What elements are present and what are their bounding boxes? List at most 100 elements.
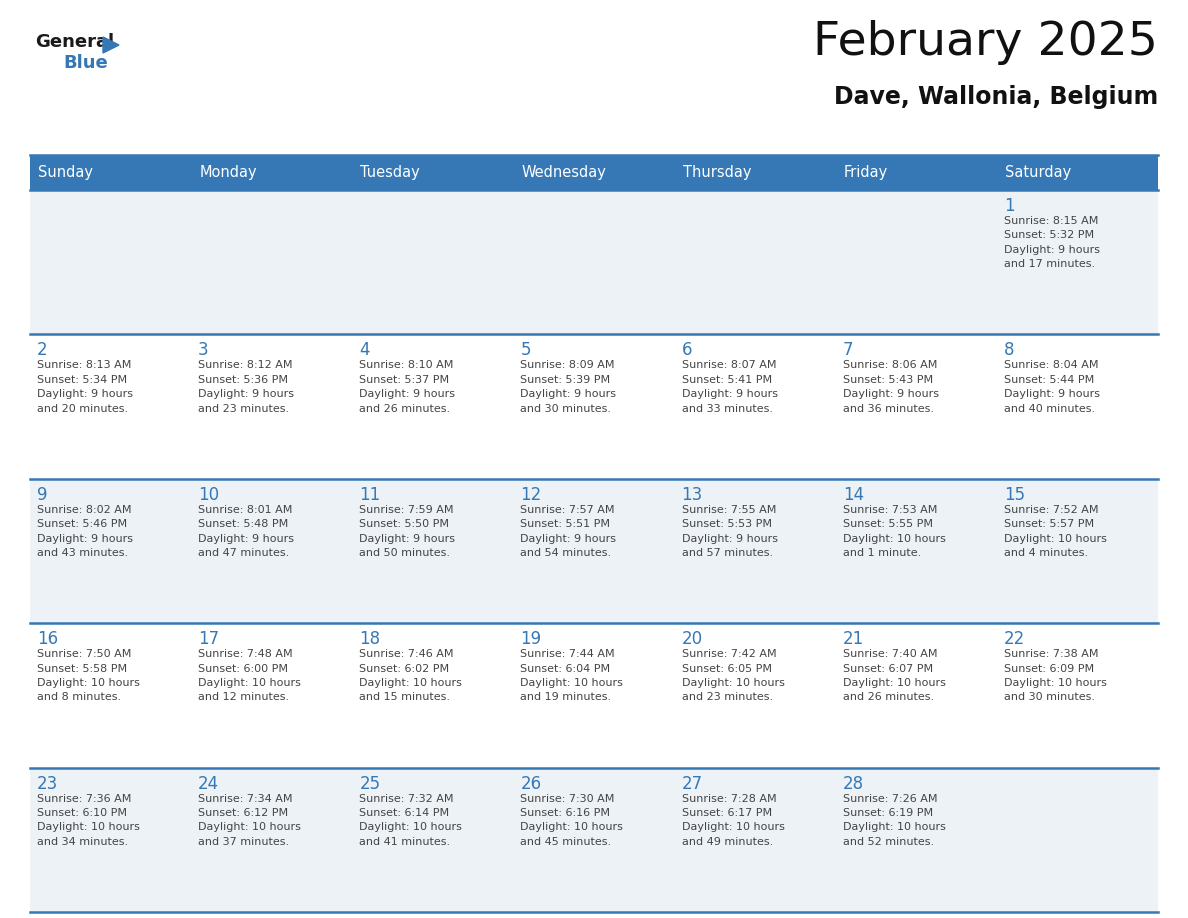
Text: Sunrise: 7:57 AM
Sunset: 5:51 PM
Daylight: 9 hours
and 54 minutes.: Sunrise: 7:57 AM Sunset: 5:51 PM Dayligh… [520,505,617,558]
Text: Sunrise: 8:10 AM
Sunset: 5:37 PM
Daylight: 9 hours
and 26 minutes.: Sunrise: 8:10 AM Sunset: 5:37 PM Dayligh… [359,361,455,414]
Bar [997,767,1158,912]
Text: Sunrise: 7:28 AM
Sunset: 6:17 PM
Daylight: 10 hours
and 49 minutes.: Sunrise: 7:28 AM Sunset: 6:17 PM Dayligh… [682,793,784,846]
Text: Sunrise: 7:40 AM
Sunset: 6:07 PM
Daylight: 10 hours
and 26 minutes.: Sunrise: 7:40 AM Sunset: 6:07 PM Dayligh… [842,649,946,702]
Text: 27: 27 [682,775,702,792]
Text: Blue: Blue [63,54,108,72]
Text: 5: 5 [520,341,531,360]
Text: Sunrise: 8:02 AM
Sunset: 5:46 PM
Daylight: 9 hours
and 43 minutes.: Sunrise: 8:02 AM Sunset: 5:46 PM Dayligh… [37,505,133,558]
Bar [353,479,513,623]
Text: Thursday: Thursday [683,165,751,180]
Text: 28: 28 [842,775,864,792]
Text: 9: 9 [37,486,48,504]
Bar [191,155,353,190]
Text: 10: 10 [198,486,220,504]
Text: Sunrise: 7:59 AM
Sunset: 5:50 PM
Daylight: 9 hours
and 50 minutes.: Sunrise: 7:59 AM Sunset: 5:50 PM Dayligh… [359,505,455,558]
Text: 17: 17 [198,630,220,648]
Bar [30,479,191,623]
Text: Dave, Wallonia, Belgium: Dave, Wallonia, Belgium [834,85,1158,109]
Text: 12: 12 [520,486,542,504]
Bar [30,155,191,190]
Text: Sunrise: 7:32 AM
Sunset: 6:14 PM
Daylight: 10 hours
and 41 minutes.: Sunrise: 7:32 AM Sunset: 6:14 PM Dayligh… [359,793,462,846]
Text: Sunrise: 7:34 AM
Sunset: 6:12 PM
Daylight: 10 hours
and 37 minutes.: Sunrise: 7:34 AM Sunset: 6:12 PM Dayligh… [198,793,301,846]
Text: 3: 3 [198,341,209,360]
Text: Sunrise: 8:06 AM
Sunset: 5:43 PM
Daylight: 9 hours
and 36 minutes.: Sunrise: 8:06 AM Sunset: 5:43 PM Dayligh… [842,361,939,414]
Text: Sunrise: 7:30 AM
Sunset: 6:16 PM
Daylight: 10 hours
and 45 minutes.: Sunrise: 7:30 AM Sunset: 6:16 PM Dayligh… [520,793,624,846]
Text: Friday: Friday [843,165,887,180]
Bar [513,623,675,767]
Text: 11: 11 [359,486,380,504]
Bar [997,190,1158,334]
Bar [30,190,191,334]
Text: 2: 2 [37,341,48,360]
Text: February 2025: February 2025 [813,20,1158,65]
Bar [513,155,675,190]
Text: 20: 20 [682,630,702,648]
Bar [997,334,1158,479]
Text: 7: 7 [842,341,853,360]
Bar [513,334,675,479]
Bar [191,767,353,912]
Text: Sunrise: 7:53 AM
Sunset: 5:55 PM
Daylight: 10 hours
and 1 minute.: Sunrise: 7:53 AM Sunset: 5:55 PM Dayligh… [842,505,946,558]
Text: 24: 24 [198,775,220,792]
Bar [835,767,997,912]
Bar [191,334,353,479]
Text: 8: 8 [1004,341,1015,360]
Bar [30,334,191,479]
Text: Sunrise: 8:13 AM
Sunset: 5:34 PM
Daylight: 9 hours
and 20 minutes.: Sunrise: 8:13 AM Sunset: 5:34 PM Dayligh… [37,361,133,414]
Bar [513,479,675,623]
Text: Sunrise: 7:46 AM
Sunset: 6:02 PM
Daylight: 10 hours
and 15 minutes.: Sunrise: 7:46 AM Sunset: 6:02 PM Dayligh… [359,649,462,702]
Text: 15: 15 [1004,486,1025,504]
Text: Sunrise: 7:50 AM
Sunset: 5:58 PM
Daylight: 10 hours
and 8 minutes.: Sunrise: 7:50 AM Sunset: 5:58 PM Dayligh… [37,649,140,702]
Text: 4: 4 [359,341,369,360]
Bar [675,155,835,190]
Bar [513,767,675,912]
Text: 19: 19 [520,630,542,648]
Text: 1: 1 [1004,197,1015,215]
Text: Sunrise: 8:04 AM
Sunset: 5:44 PM
Daylight: 9 hours
and 40 minutes.: Sunrise: 8:04 AM Sunset: 5:44 PM Dayligh… [1004,361,1100,414]
Bar [835,623,997,767]
Text: Sunrise: 7:38 AM
Sunset: 6:09 PM
Daylight: 10 hours
and 30 minutes.: Sunrise: 7:38 AM Sunset: 6:09 PM Dayligh… [1004,649,1107,702]
Text: 26: 26 [520,775,542,792]
Bar [835,155,997,190]
Bar [353,190,513,334]
Bar [675,623,835,767]
Bar [835,190,997,334]
Bar [997,155,1158,190]
Bar [675,479,835,623]
Bar [997,623,1158,767]
Text: Sunrise: 8:09 AM
Sunset: 5:39 PM
Daylight: 9 hours
and 30 minutes.: Sunrise: 8:09 AM Sunset: 5:39 PM Dayligh… [520,361,617,414]
Text: 23: 23 [37,775,58,792]
Bar [353,767,513,912]
Bar [353,334,513,479]
Text: 21: 21 [842,630,864,648]
Text: 14: 14 [842,486,864,504]
Bar [191,190,353,334]
Text: Sunrise: 8:01 AM
Sunset: 5:48 PM
Daylight: 9 hours
and 47 minutes.: Sunrise: 8:01 AM Sunset: 5:48 PM Dayligh… [198,505,295,558]
Bar [353,155,513,190]
Bar [675,767,835,912]
Bar [835,334,997,479]
Bar [191,479,353,623]
Bar [997,479,1158,623]
Text: 18: 18 [359,630,380,648]
Bar [353,623,513,767]
Text: Sunrise: 8:07 AM
Sunset: 5:41 PM
Daylight: 9 hours
and 33 minutes.: Sunrise: 8:07 AM Sunset: 5:41 PM Dayligh… [682,361,778,414]
Text: Tuesday: Tuesday [360,165,421,180]
Bar [675,334,835,479]
Bar [30,767,191,912]
Text: Sunrise: 7:44 AM
Sunset: 6:04 PM
Daylight: 10 hours
and 19 minutes.: Sunrise: 7:44 AM Sunset: 6:04 PM Dayligh… [520,649,624,702]
Text: Monday: Monday [200,165,257,180]
Text: 16: 16 [37,630,58,648]
Text: 25: 25 [359,775,380,792]
Text: Sunrise: 7:55 AM
Sunset: 5:53 PM
Daylight: 9 hours
and 57 minutes.: Sunrise: 7:55 AM Sunset: 5:53 PM Dayligh… [682,505,778,558]
Text: Sunrise: 7:52 AM
Sunset: 5:57 PM
Daylight: 10 hours
and 4 minutes.: Sunrise: 7:52 AM Sunset: 5:57 PM Dayligh… [1004,505,1107,558]
Text: General: General [34,33,114,51]
Text: 22: 22 [1004,630,1025,648]
Text: Sunrise: 7:36 AM
Sunset: 6:10 PM
Daylight: 10 hours
and 34 minutes.: Sunrise: 7:36 AM Sunset: 6:10 PM Dayligh… [37,793,140,846]
Text: 13: 13 [682,486,703,504]
Text: Sunrise: 7:42 AM
Sunset: 6:05 PM
Daylight: 10 hours
and 23 minutes.: Sunrise: 7:42 AM Sunset: 6:05 PM Dayligh… [682,649,784,702]
Text: Sunrise: 8:12 AM
Sunset: 5:36 PM
Daylight: 9 hours
and 23 minutes.: Sunrise: 8:12 AM Sunset: 5:36 PM Dayligh… [198,361,295,414]
Bar [835,479,997,623]
Bar [513,190,675,334]
Text: Sunrise: 7:48 AM
Sunset: 6:00 PM
Daylight: 10 hours
and 12 minutes.: Sunrise: 7:48 AM Sunset: 6:00 PM Dayligh… [198,649,301,702]
